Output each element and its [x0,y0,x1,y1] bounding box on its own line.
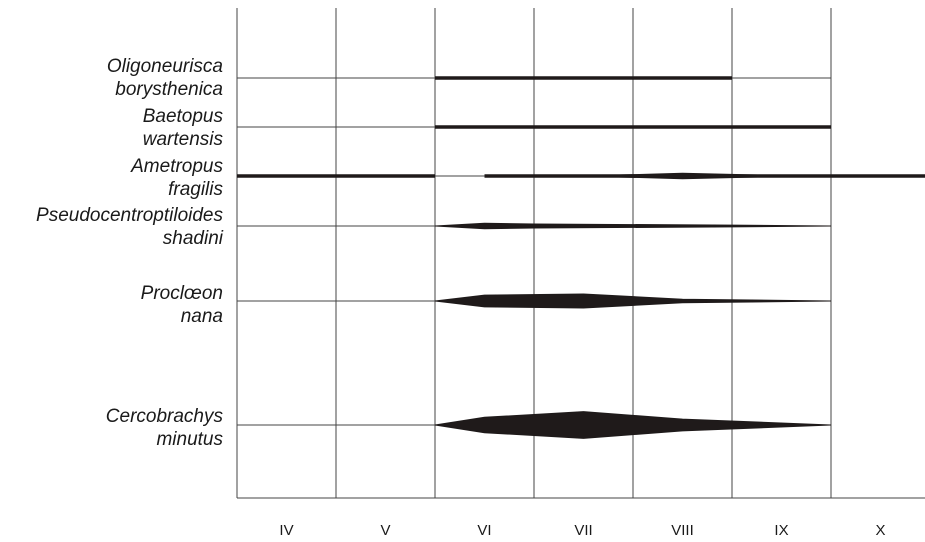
species-label-line2: nana [180,306,223,327]
abundance-shape [434,411,832,439]
species-label-line2: shadini [162,228,223,249]
species-label-line1: Oligoneurisca [106,56,223,77]
species-label-line1: Ametropus [131,156,223,177]
species-label: Cercobrachys minutus [106,405,223,451]
species-label: Baetopus wartensis [143,105,223,151]
abundance-shape [434,293,832,309]
month-tick-label: VII [574,522,593,539]
species-label: Proclœon nana [141,282,223,328]
abundance-shape [434,222,832,230]
month-tick-label: IV [279,522,294,539]
species-label-line2: wartensis [142,129,223,150]
chart-marks [237,76,925,439]
month-tick-label: VI [477,522,492,539]
species-label-line2: minutus [156,429,223,450]
species-label: Oligoneurisca borysthenica [107,55,223,101]
species-label-line2: borysthenica [115,79,223,100]
month-tick-label: V [380,522,391,539]
species-label-line1: Pseudocentroptiloides [36,205,223,226]
species-label-line2: fragilis [168,179,223,200]
species-label: Pseudocentroptiloides shadini [36,204,223,250]
species-label-line1: Proclœon [140,283,223,304]
species-label: Ametropus fragilis [131,155,223,201]
month-tick-label: X [875,522,886,539]
species-label-line1: Baetopus [142,106,223,127]
species-label-line1: Cercobrachys [105,406,223,427]
abundance-shape [592,172,925,180]
month-tick-label: IX [774,522,789,539]
month-tick-label: VIII [671,522,694,539]
